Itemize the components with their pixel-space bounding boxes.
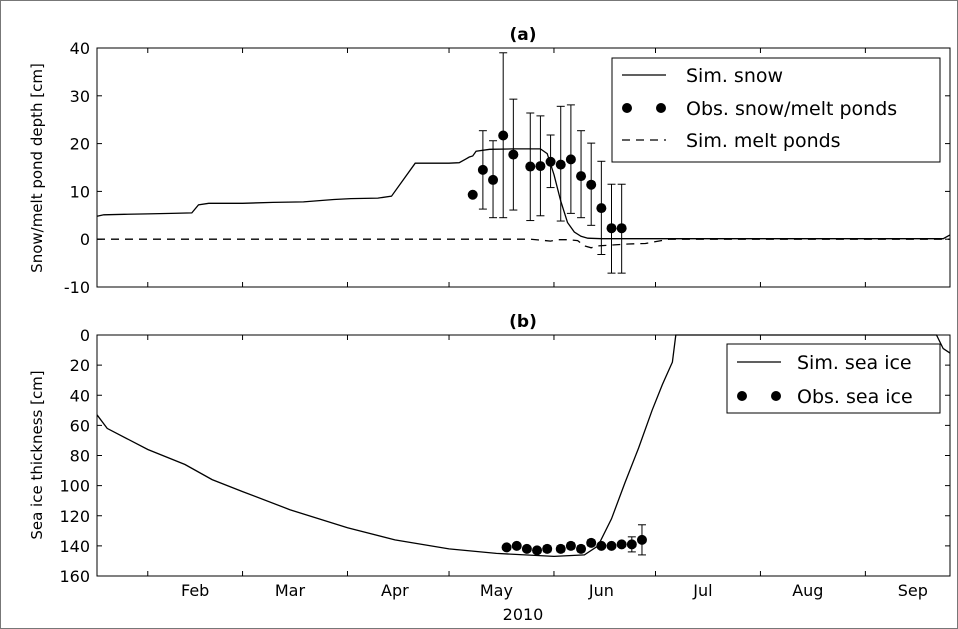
obs-sea-ice-point xyxy=(511,540,522,551)
panel-a-ticks: 40 30 20 10 0 -10 xyxy=(64,39,950,297)
panel-b-ytick-label: 160 xyxy=(59,567,90,586)
obs-snow-point xyxy=(525,161,536,172)
obs-sea-ice-point xyxy=(616,539,627,550)
legend-obs-ice-marker-2 xyxy=(771,391,781,401)
panel-a-series xyxy=(96,52,951,274)
panel-a-axes-frame xyxy=(96,47,951,288)
obs-snow-point xyxy=(565,154,576,165)
x-tick-label: Mar xyxy=(275,581,306,600)
x-axis-label: 2010 xyxy=(503,605,544,624)
obs-sea-ice-point xyxy=(532,545,543,556)
x-tick-label: Aug xyxy=(792,581,823,600)
obs-sea-ice-point xyxy=(586,537,597,548)
x-tick-label: May xyxy=(480,581,513,600)
panel-a-legend: Sim. snow Obs. snow/melt ponds Sim. melt… xyxy=(611,57,941,163)
sim-melt-ponds-line xyxy=(97,238,950,249)
x-tick-label: Sep xyxy=(898,581,928,600)
panel-a-ytick-label: 30 xyxy=(70,87,90,106)
obs-snow-point xyxy=(467,189,478,200)
panel-b-ytick-label: 40 xyxy=(70,386,90,405)
panel-b-ytick-label: 120 xyxy=(59,507,90,526)
obs-sea-ice-point xyxy=(606,540,617,551)
legend-sim-snow-label: Sim. snow xyxy=(686,65,783,87)
panel-b-ytick-label: 100 xyxy=(59,477,90,496)
legend-sim-ice-label: Sim. sea ice xyxy=(797,352,912,374)
obs-snow-point xyxy=(545,156,556,167)
obs-snow-point xyxy=(477,164,488,175)
obs-snow-point xyxy=(498,130,509,141)
obs-sea-ice-point xyxy=(596,540,607,551)
obs-snow-point xyxy=(606,223,617,234)
x-tick-label: Jun xyxy=(588,581,614,600)
obs-sea-ice-point xyxy=(576,543,587,554)
panel-b-ytick-label: 140 xyxy=(59,537,90,556)
legend-sim-ponds-label: Sim. melt ponds xyxy=(686,130,841,152)
sim-snow-line xyxy=(96,148,951,240)
legend-obs-snow-marker-2 xyxy=(656,103,666,113)
legend-obs-snow-label: Obs. snow/melt ponds xyxy=(686,98,897,120)
obs-sea-ice-point xyxy=(565,540,576,551)
x-tick-label: Apr xyxy=(381,581,409,600)
panel-a-ytick-label: 10 xyxy=(70,182,90,201)
obs-sea-ice-point xyxy=(626,539,637,550)
legend-obs-snow-marker-1 xyxy=(622,103,632,113)
panel-b-ticks: 0 20 40 60 80 100 120 140 160 Feb Mar Apr May Jun Jul A… xyxy=(59,326,950,600)
panel-b-ytick-label: 20 xyxy=(70,356,90,375)
obs-sea-ice-point xyxy=(542,543,553,554)
panel-a-ytick-label: 0 xyxy=(80,230,90,249)
panel-a-ytick-label: -10 xyxy=(64,278,90,297)
x-tick-label: Jul xyxy=(692,581,712,600)
obs-snow-point xyxy=(555,159,566,170)
sim-sea-ice-line xyxy=(96,334,951,558)
obs-snow-point xyxy=(616,223,627,234)
x-tick-label: Feb xyxy=(181,581,209,600)
obs-snow-point xyxy=(596,203,607,214)
panel-a-ylabel: Snow/melt pond depth [cm] xyxy=(28,63,46,273)
obs-snow-point xyxy=(488,174,499,185)
panel-a-ytick-label: 20 xyxy=(70,135,90,154)
panel-b-ytick-label: 0 xyxy=(80,326,90,345)
obs-snow-point xyxy=(586,179,597,190)
panel-b-legend-box xyxy=(726,343,941,414)
panel-a: (a) Snow/melt pond depth [cm] 40 30 20 10 0 -… xyxy=(28,25,951,297)
obs-snow-point xyxy=(535,161,546,172)
obs-sea-ice-point xyxy=(521,543,532,554)
legend-obs-ice-label: Obs. sea ice xyxy=(797,386,913,408)
panel-b-ytick-label: 80 xyxy=(70,447,90,466)
panel-b: (b) Sea ice thickness [cm] 0 20 40 60 80 100 1… xyxy=(28,312,951,624)
panel-a-title: (a) xyxy=(509,25,536,45)
panel-b-title: (b) xyxy=(509,312,537,332)
panel-b-series xyxy=(96,334,951,558)
panel-b-ytick-label: 60 xyxy=(70,416,90,435)
legend-obs-ice-marker-1 xyxy=(737,391,747,401)
panel-a-ytick-label: 40 xyxy=(70,39,90,58)
obs-snow-point xyxy=(576,171,587,182)
obs-sea-ice-point xyxy=(636,534,647,545)
panel-b-ylabel: Sea ice thickness [cm] xyxy=(28,370,46,539)
obs-sea-ice-point xyxy=(501,542,512,553)
panel-a-legend-box xyxy=(611,57,941,163)
obs-sea-ice-point xyxy=(555,543,566,554)
panel-b-legend: Sim. sea ice Obs. sea ice xyxy=(726,343,941,414)
obs-snow-point xyxy=(508,149,519,160)
